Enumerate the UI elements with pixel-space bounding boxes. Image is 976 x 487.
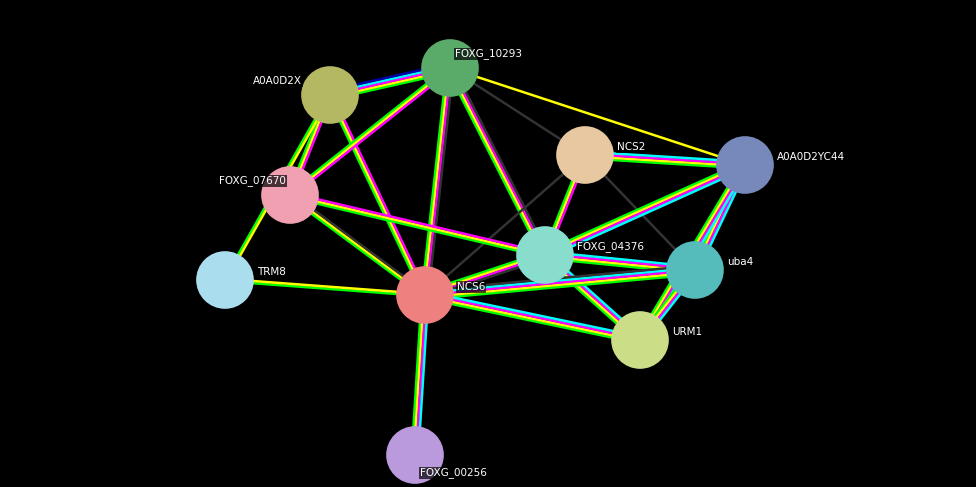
Circle shape (197, 252, 253, 308)
Circle shape (262, 167, 318, 223)
Text: FOXG_04376: FOXG_04376 (577, 242, 644, 252)
Circle shape (557, 127, 613, 183)
Text: FOXG_07670: FOXG_07670 (220, 175, 286, 187)
Circle shape (422, 40, 478, 96)
Circle shape (387, 427, 443, 483)
Circle shape (302, 67, 358, 123)
Circle shape (667, 242, 723, 298)
Text: NCS2: NCS2 (617, 142, 645, 152)
Text: URM1: URM1 (672, 327, 702, 337)
Text: FOXG_10293: FOXG_10293 (455, 49, 522, 59)
Text: TRM8: TRM8 (257, 267, 286, 277)
Text: A0A0D2YC44: A0A0D2YC44 (777, 152, 845, 162)
Circle shape (612, 312, 668, 368)
Text: uba4: uba4 (727, 257, 753, 267)
Circle shape (717, 137, 773, 193)
Text: A0A0D2X: A0A0D2X (253, 76, 302, 86)
Circle shape (517, 227, 573, 283)
Circle shape (397, 267, 453, 323)
Text: NCS6: NCS6 (457, 282, 485, 292)
Text: FOXG_00256: FOXG_00256 (420, 468, 487, 478)
